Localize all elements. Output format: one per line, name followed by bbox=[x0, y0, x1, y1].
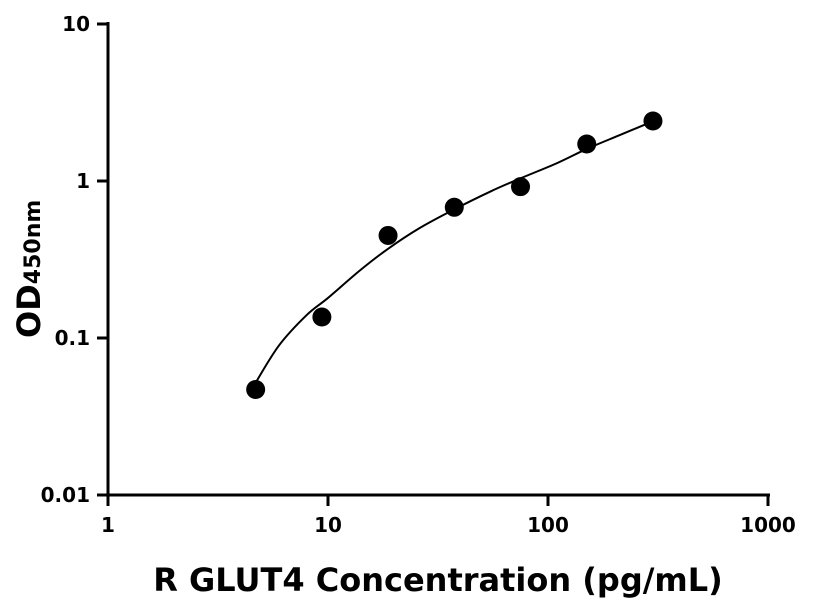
y-axis-label-main: OD bbox=[10, 284, 48, 338]
x-axis-label: R GLUT4 Concentration (pg/mL) bbox=[153, 561, 723, 599]
y-tick-label: 0.1 bbox=[55, 326, 90, 350]
x-tick-label: 10 bbox=[314, 513, 342, 537]
x-tick-label: 1 bbox=[101, 513, 115, 537]
y-axis-label: OD450nm bbox=[10, 200, 48, 338]
fit-curve bbox=[254, 120, 654, 384]
x-tick-label: 1000 bbox=[740, 513, 796, 537]
data-point bbox=[577, 134, 597, 154]
y-tick-label: 10 bbox=[62, 12, 90, 36]
data-point bbox=[246, 379, 266, 399]
x-tick-label: 100 bbox=[527, 513, 569, 537]
data-point bbox=[378, 225, 398, 245]
y-tick-label: 1 bbox=[76, 169, 90, 193]
data-point bbox=[444, 197, 464, 217]
data-point bbox=[312, 307, 332, 327]
y-axis-label-sub: 450nm bbox=[21, 200, 46, 285]
data-point bbox=[643, 111, 663, 131]
y-tick-label: 0.01 bbox=[41, 483, 90, 507]
data-point bbox=[511, 177, 531, 197]
